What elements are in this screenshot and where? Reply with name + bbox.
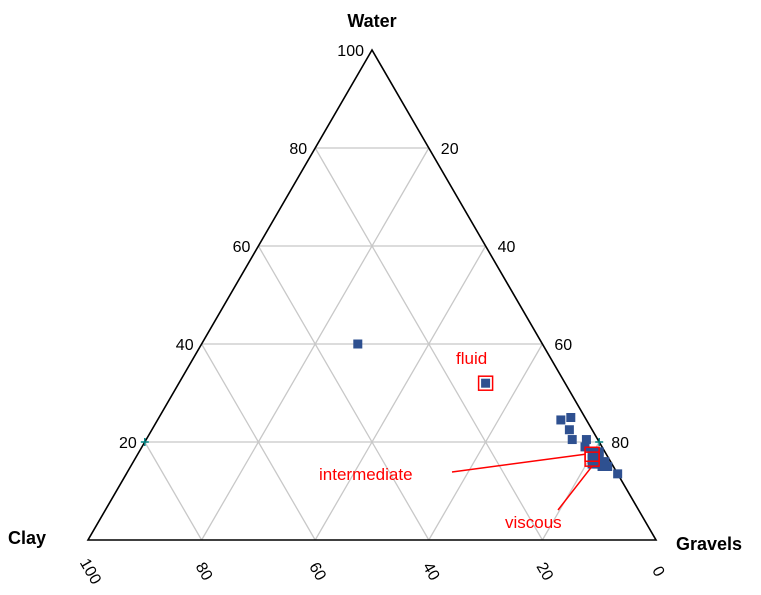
left-tick-20: 20 [119, 435, 137, 452]
edge-markers [140, 438, 604, 446]
grid-line-gravels-40 [314, 245, 487, 541]
grid-line-gravels-60 [428, 343, 543, 541]
bottom-tick-0: 0 [648, 564, 667, 580]
left-tick-60: 60 [233, 239, 251, 256]
right-tick-60: 60 [554, 337, 572, 354]
data-point-0-0 [353, 339, 363, 349]
vertex-label-left: Clay [8, 528, 46, 548]
grid-line-clay-80 [144, 441, 203, 541]
grid-line-clay-40 [257, 245, 430, 541]
annotations: fluid intermediate viscous [319, 349, 600, 532]
data-point-0-1 [481, 378, 491, 388]
bottom-tick-100: 100 [76, 556, 104, 588]
tick-labels: 20 40 60 80 100 20 40 60 80 100 80 60 40 20 0 [76, 43, 668, 588]
data-point-0-3 [566, 413, 576, 422]
triangle-outline [86, 48, 658, 541]
data-point-0-4 [564, 425, 574, 435]
data-point-0-2 [556, 415, 566, 425]
vertex-label-right: Gravels [676, 534, 742, 554]
data-point-0-18 [597, 462, 607, 471]
annotation-box-fluid [477, 375, 494, 391]
annotation-label-intermediate: intermediate [319, 465, 413, 484]
data-point-0-16 [587, 459, 597, 469]
bottom-tick-60: 60 [305, 560, 329, 584]
bottom-tick-40: 40 [419, 560, 443, 584]
left-tick-80: 80 [289, 141, 307, 158]
right-tick-80: 80 [611, 435, 629, 452]
bottom-tick-80: 80 [192, 560, 216, 584]
left-tick-100: 100 [337, 43, 364, 60]
data-point-0-6 [567, 435, 577, 445]
annotation-leader-viscous [557, 465, 593, 511]
data-point-0-5 [581, 435, 591, 445]
data-point-0-19 [613, 469, 623, 479]
data-point-0-17 [603, 462, 613, 471]
edge-marker-1 [595, 438, 604, 446]
vertex-label-top: Water [347, 11, 396, 31]
data-point-0-12 [587, 454, 597, 464]
bottom-tick-20: 20 [532, 560, 556, 584]
annotation-leader-intermediate [451, 453, 586, 473]
data-point-0-10 [587, 449, 597, 459]
edge-marker-0 [140, 438, 149, 446]
grid-line-clay-60 [201, 343, 316, 541]
right-tick-40: 40 [498, 239, 516, 256]
annotation-label-fluid: fluid [456, 349, 487, 368]
left-tick-40: 40 [176, 337, 194, 354]
annotation-label-viscous: viscous [505, 513, 562, 532]
data-points [353, 339, 623, 479]
right-tick-20: 20 [441, 141, 459, 158]
